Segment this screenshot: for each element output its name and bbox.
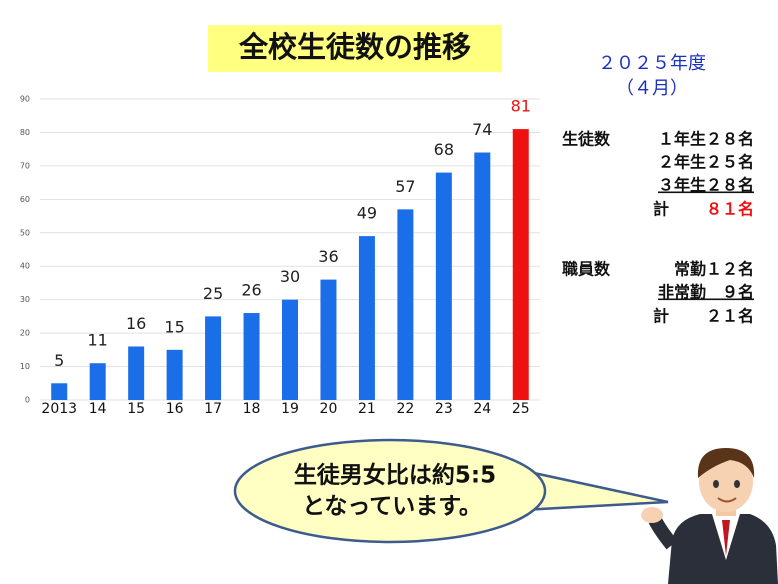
value-label: 25 (203, 284, 223, 303)
bar (474, 152, 491, 400)
students-row: ３年生２８名 (658, 176, 754, 195)
bar (89, 363, 106, 400)
x-tick-label: 21 (358, 401, 376, 417)
y-tick-label: 60 (20, 195, 30, 204)
x-tick-label: 14 (89, 401, 107, 417)
value-label: 5 (54, 351, 64, 370)
students-row: １年生２８名 (658, 130, 754, 149)
year: ２０２５年度 (598, 53, 706, 74)
bar (282, 299, 298, 400)
x-tick-label: 23 (435, 401, 453, 417)
x-tick-label: 16 (166, 401, 184, 417)
x-tick-label: 15 (127, 401, 145, 417)
bar (51, 383, 68, 400)
x-tick-label: 22 (396, 401, 414, 417)
bubble-text: 生徒男女比は約5:5 (294, 462, 496, 489)
y-tick-label: 40 (20, 262, 30, 271)
x-tick-label: 19 (281, 401, 299, 417)
value-label: 26 (241, 281, 261, 300)
chart-title: 全校生徒数の推移 (238, 30, 471, 64)
bar (205, 316, 222, 400)
bubble-text: となっています。 (302, 494, 482, 520)
person-illustration (641, 448, 778, 584)
bar (435, 172, 452, 400)
value-label: 49 (357, 204, 377, 223)
y-tick-label: 70 (20, 161, 30, 170)
bar (320, 279, 337, 400)
value-label: 36 (318, 247, 338, 266)
students-label: 生徒数 (562, 130, 611, 149)
y-tick-label: 80 (20, 128, 30, 137)
month: （４月） (616, 78, 688, 99)
bar (512, 129, 529, 400)
staff-total-label: 計 (653, 307, 669, 326)
x-tick-label: 20 (320, 401, 338, 417)
speech-bubble (233, 438, 669, 544)
value-label: 11 (88, 331, 108, 350)
y-tick-label: 90 (20, 95, 30, 104)
bar (128, 346, 145, 400)
title-box (208, 25, 502, 72)
value-label: 30 (280, 267, 300, 286)
bar (397, 209, 414, 400)
value-label: 57 (395, 177, 415, 196)
value-label: 68 (434, 140, 454, 159)
bar (358, 236, 375, 400)
value-label: 15 (164, 317, 184, 336)
students-total-label: 計 (653, 200, 669, 219)
students-total: ８１名 (706, 200, 754, 219)
y-tick-label: 0 (25, 396, 30, 405)
y-tick-label: 50 (20, 228, 30, 237)
y-tick-label: 30 (20, 295, 30, 304)
x-tick-label: 17 (204, 401, 222, 417)
value-label: 81 (511, 97, 531, 116)
staff-row: 常勤１２名 (674, 260, 754, 279)
staff-total: ２１名 (706, 307, 754, 326)
students-row: ２年生２５名 (658, 153, 754, 172)
y-tick-label: 20 (20, 329, 30, 338)
staff-label: 職員数 (562, 260, 611, 279)
value-label: 16 (126, 314, 146, 333)
staff-row: 非常勤 ９名 (658, 283, 754, 302)
y-tick-label: 10 (20, 362, 30, 371)
bar (166, 349, 183, 400)
x-tick-label: 2013 (41, 401, 77, 417)
bar (243, 313, 260, 400)
x-tick-label: 24 (473, 401, 491, 417)
x-tick-label: 25 (512, 401, 530, 417)
value-label: 74 (472, 120, 492, 139)
x-tick-label: 18 (243, 401, 261, 417)
